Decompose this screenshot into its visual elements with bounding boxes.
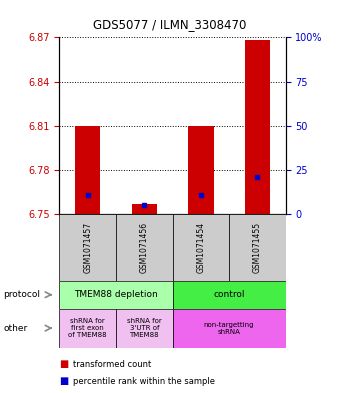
Text: other: other	[3, 324, 28, 332]
Text: percentile rank within the sample: percentile rank within the sample	[73, 377, 215, 386]
FancyBboxPatch shape	[59, 281, 173, 309]
Text: protocol: protocol	[3, 290, 40, 299]
FancyBboxPatch shape	[116, 214, 173, 281]
Bar	[132, 204, 157, 214]
Text: control: control	[213, 290, 245, 299]
FancyBboxPatch shape	[173, 214, 229, 281]
FancyBboxPatch shape	[116, 309, 173, 348]
Text: shRNA for
first exon
of TMEM88: shRNA for first exon of TMEM88	[68, 318, 107, 338]
Text: GSM1071457: GSM1071457	[83, 222, 92, 273]
Text: GSM1071454: GSM1071454	[196, 222, 205, 273]
FancyBboxPatch shape	[229, 214, 286, 281]
Text: TMEM88 depletion: TMEM88 depletion	[74, 290, 158, 299]
Text: GDS5077 / ILMN_3308470: GDS5077 / ILMN_3308470	[93, 18, 247, 31]
Text: transformed count: transformed count	[73, 360, 151, 369]
FancyBboxPatch shape	[59, 214, 116, 281]
Text: ■: ■	[59, 376, 69, 386]
Bar	[188, 126, 214, 214]
FancyBboxPatch shape	[173, 309, 286, 348]
Text: ■: ■	[59, 359, 69, 369]
Bar	[244, 40, 270, 214]
Text: GSM1071455: GSM1071455	[253, 222, 262, 273]
Text: shRNA for
3'UTR of
TMEM88: shRNA for 3'UTR of TMEM88	[127, 318, 162, 338]
FancyBboxPatch shape	[173, 281, 286, 309]
Text: GSM1071456: GSM1071456	[140, 222, 149, 273]
Text: non-targetting
shRNA: non-targetting shRNA	[204, 321, 254, 335]
FancyBboxPatch shape	[59, 309, 116, 348]
Bar	[75, 126, 101, 214]
